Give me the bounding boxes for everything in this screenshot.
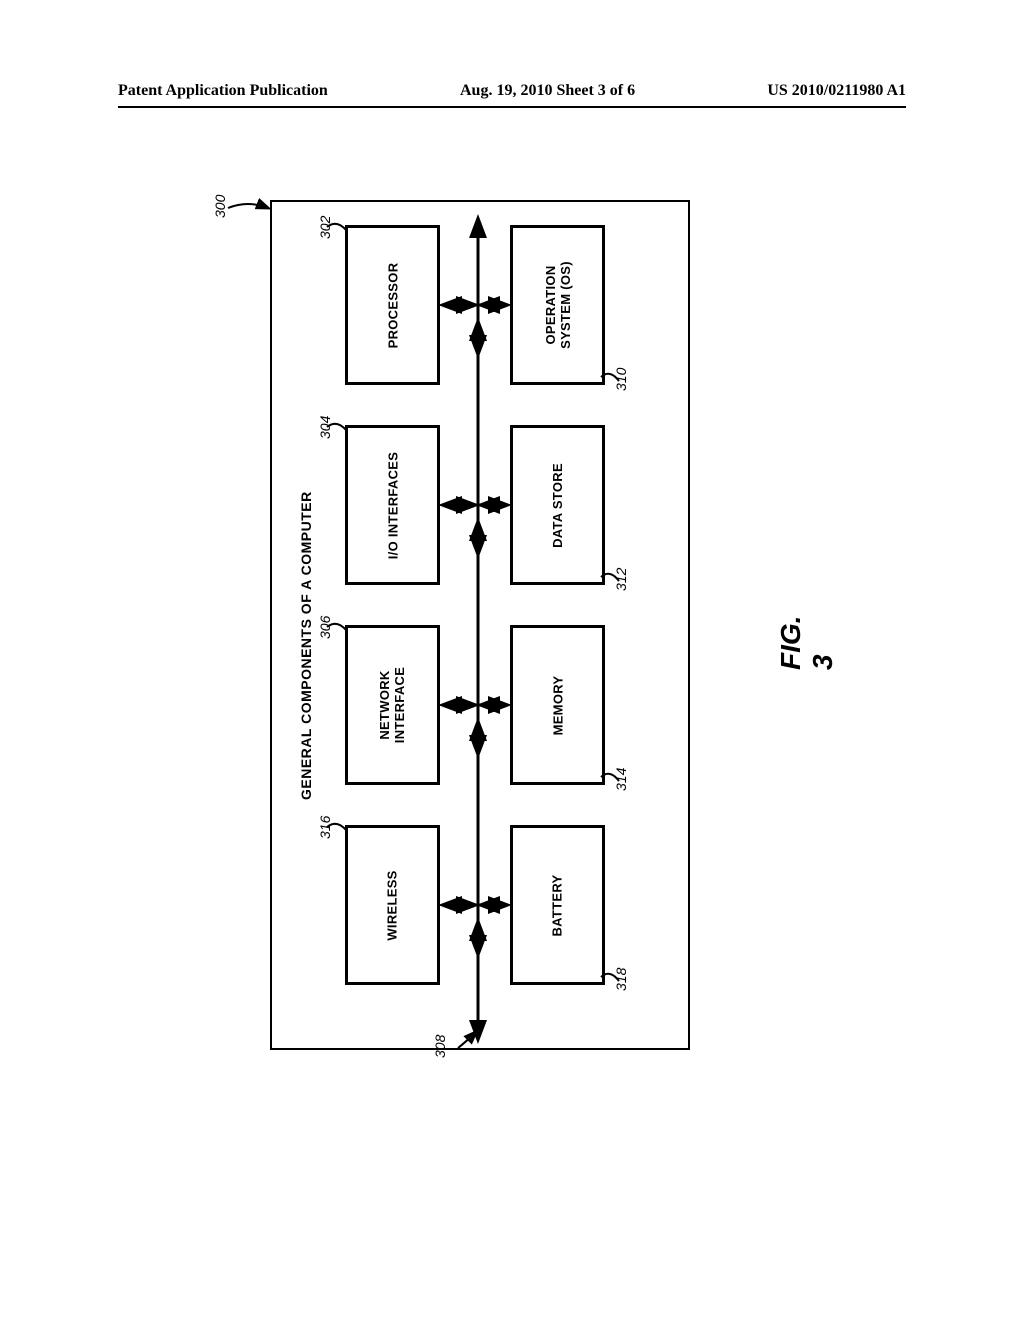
header-rule (118, 106, 906, 108)
component-label: OPERATION SYSTEM (OS) (543, 261, 573, 349)
ref-306: 306 (317, 616, 333, 639)
component-label: WIRELESS (385, 870, 400, 940)
ref-318: 318 (613, 968, 629, 991)
ref-312: 312 (613, 568, 629, 591)
component-label: I/O INTERFACES (385, 451, 400, 559)
component-label: PROCESSOR (385, 262, 400, 348)
component-label: NETWORK INTERFACE (378, 667, 408, 743)
figure-area: 300 GENERAL COMPONENTS OF A COMPUTER 308… (210, 160, 700, 1060)
patent-header: Patent Application Publication Aug. 19, … (0, 82, 1024, 100)
ref-310: 310 (613, 368, 629, 391)
component-box: WIRELESS (345, 825, 440, 985)
component-box: BATTERY (510, 825, 605, 985)
ref-302: 302 (317, 216, 333, 239)
ref-304: 304 (317, 416, 333, 439)
component-label: BATTERY (550, 874, 565, 936)
ref-308: 308 (432, 1035, 448, 1058)
component-label: MEMORY (550, 675, 565, 735)
ref-314: 314 (613, 768, 629, 791)
component-box: I/O INTERFACES (345, 425, 440, 585)
component-box: MEMORY (510, 625, 605, 785)
header-center: Aug. 19, 2010 Sheet 3 of 6 (460, 82, 635, 100)
component-label: DATA STORE (550, 463, 565, 548)
component-box: OPERATION SYSTEM (OS) (510, 225, 605, 385)
component-box: PROCESSOR (345, 225, 440, 385)
diagram-svg (210, 160, 700, 1060)
header-left: Patent Application Publication (118, 82, 328, 100)
component-box: DATA STORE (510, 425, 605, 585)
figure-caption: FIG. 3 (775, 616, 839, 670)
component-box: NETWORK INTERFACE (345, 625, 440, 785)
header-right: US 2010/0211980 A1 (767, 82, 906, 100)
ref-316: 316 (317, 816, 333, 839)
